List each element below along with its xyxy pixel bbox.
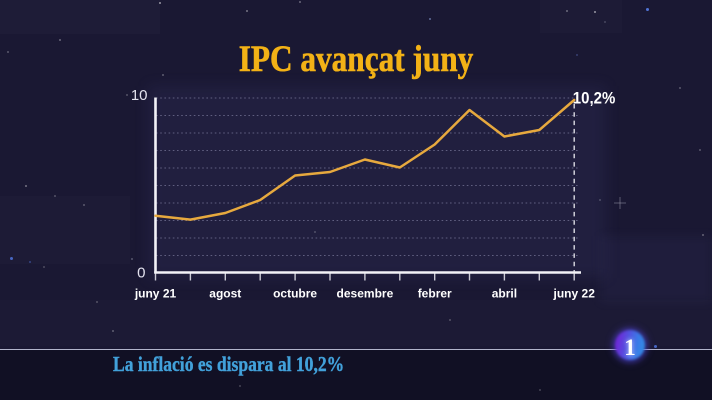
svg-text:febrer: febrer xyxy=(418,287,452,301)
svg-text:abril: abril xyxy=(492,287,517,301)
svg-text:0: 0 xyxy=(137,264,145,281)
svg-text:agost: agost xyxy=(209,287,241,301)
svg-text:desembre: desembre xyxy=(337,287,394,301)
svg-text:juny 22: juny 22 xyxy=(553,287,596,301)
svg-text:10: 10 xyxy=(131,87,148,104)
svg-text:juny 21: juny 21 xyxy=(134,287,177,301)
svg-text:10,2%: 10,2% xyxy=(573,90,616,108)
svg-text:octubre: octubre xyxy=(273,287,317,301)
